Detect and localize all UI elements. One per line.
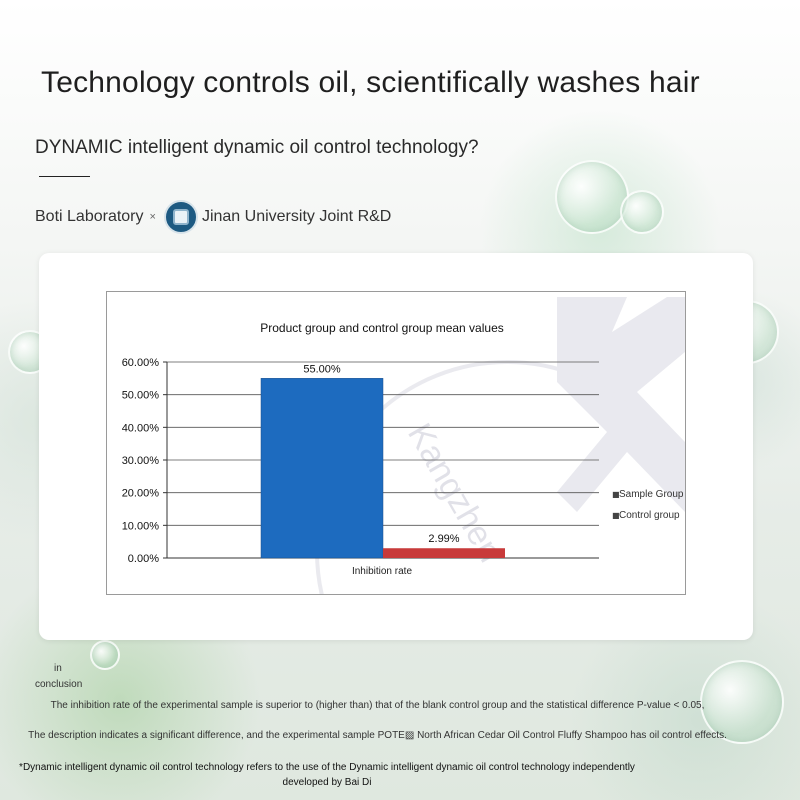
bar-control-group: [383, 548, 505, 558]
conclusion-heading: conclusion: [35, 679, 83, 690]
lab-name-left: Boti Laboratory: [35, 208, 144, 225]
y-tick-label: 0.00%: [128, 553, 159, 565]
data-label: 2.99%: [428, 533, 459, 545]
separator-x: ×: [149, 211, 156, 223]
university-logo-icon: [163, 200, 198, 234]
x-category-label: Inhibition rate: [352, 566, 412, 577]
bar-sample-group: [260, 378, 384, 559]
y-tick-label: 50.00%: [122, 390, 160, 402]
lab-name-right: Jinan University Joint R&D: [201, 208, 392, 225]
decorative-bubble: [700, 660, 784, 744]
y-tick-label: 20.00%: [122, 488, 160, 500]
chart-title: Product group and control group mean val…: [260, 321, 504, 335]
page-subtitle: DYNAMIC intelligent dynamic oil control …: [35, 137, 479, 158]
decorative-bubble: [555, 160, 629, 234]
chart-frame: Kangzhen Product group and control group…: [106, 291, 686, 595]
footnote: *Dynamic intelligent dynamic oil control…: [19, 762, 635, 788]
bar-chart: Kangzhen Product group and control group…: [122, 297, 685, 594]
data-labels: 55.00% 2.99%: [303, 363, 459, 545]
lab-credits: Boti Laboratory × Jinan University Joint…: [35, 200, 392, 234]
legend-label-sample: Sample Group: [619, 489, 684, 500]
y-tick-label: 30.00%: [122, 455, 160, 467]
y-tick-label: 10.00%: [122, 520, 160, 532]
y-tick-label: 60.00%: [122, 357, 160, 369]
conclusion-heading-in: in: [54, 663, 62, 674]
legend: ■ Sample Group ■ Control group: [612, 489, 684, 521]
data-label: 55.00%: [303, 363, 341, 375]
bars: [260, 378, 505, 559]
conclusion-line-2: The description indicates a significant …: [28, 730, 727, 741]
conclusion-line-1: The inhibition rate of the experimental …: [50, 700, 705, 711]
page-title: Technology controls oil, scientifically …: [41, 66, 700, 99]
y-tick-labels: 0.00% 10.00% 20.00% 30.00% 40.00% 50.00% 60.00…: [122, 357, 160, 565]
y-tick-label: 40.00%: [122, 422, 160, 434]
legend-label-control: Control group: [619, 510, 680, 521]
title-divider: [39, 176, 90, 177]
chart-card: Kangzhen Product group and control group…: [39, 253, 753, 640]
legend-marker-sample: ■: [612, 490, 620, 499]
legend-marker-control: ■: [612, 511, 620, 520]
decorative-bubble: [90, 640, 120, 670]
decorative-bubble: [620, 190, 664, 234]
